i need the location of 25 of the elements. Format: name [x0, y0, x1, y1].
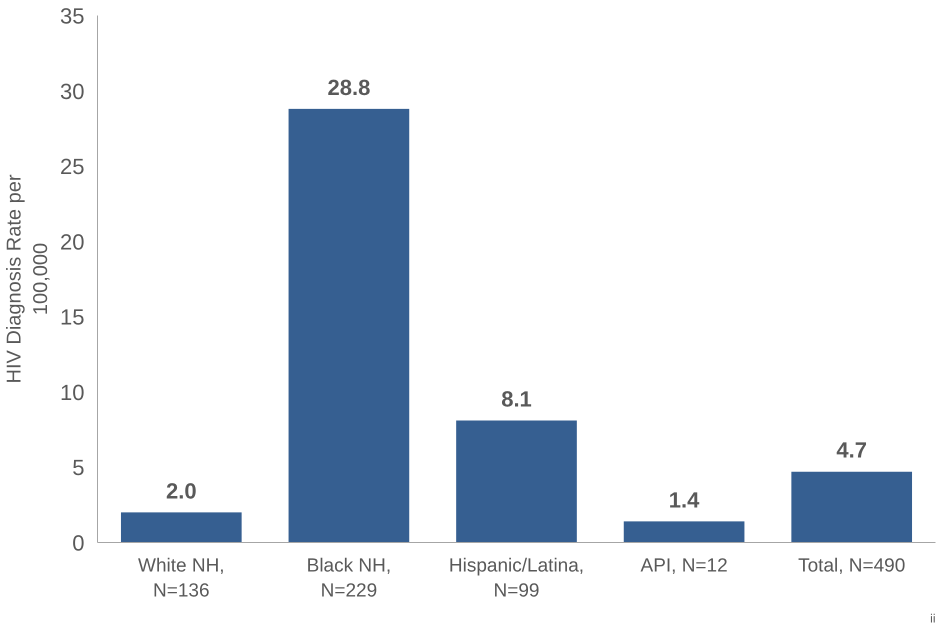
data-label: 4.7 — [836, 438, 867, 463]
data-label: 28.8 — [327, 74, 370, 100]
bar — [120, 512, 242, 542]
bar — [456, 420, 577, 542]
y-tick-label: 25 — [60, 154, 85, 180]
y-axis-title: HIV Diagnosis Rate per 100,000 — [4, 174, 52, 384]
y-tick-label: 5 — [72, 455, 85, 480]
data-label: 2.0 — [166, 478, 197, 504]
text: ii — [930, 612, 936, 626]
bar — [624, 521, 744, 542]
y-tick-label: 20 — [60, 229, 85, 254]
y-tick-label: 15 — [60, 304, 85, 330]
x-tick-label: White NH, N=136 — [138, 556, 225, 602]
x-tick-label: Hispanic/Latina, N=99 — [448, 556, 584, 602]
data-label: 1.4 — [668, 487, 700, 512]
x-tick-label: Black NH, N=229 — [306, 556, 392, 602]
y-tick-label: 35 — [60, 4, 85, 28]
x-tick-label: Total, N=490 — [798, 556, 906, 576]
x-tick-label: API, N=12 — [640, 556, 728, 576]
bar — [288, 108, 410, 542]
data-label: 8.1 — [501, 386, 532, 412]
y-tick-label: 0 — [72, 530, 85, 556]
y-tick-label: 10 — [60, 380, 85, 405]
bar — [791, 472, 912, 542]
y-tick-label: 30 — [60, 78, 85, 104]
